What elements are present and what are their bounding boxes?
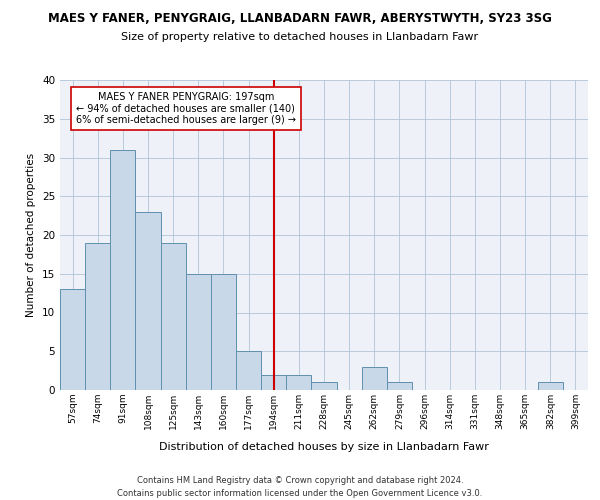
Bar [286,374,311,390]
Bar [211,274,236,390]
Text: Distribution of detached houses by size in Llanbadarn Fawr: Distribution of detached houses by size … [159,442,489,452]
Text: Size of property relative to detached houses in Llanbadarn Fawr: Size of property relative to detached ho… [121,32,479,42]
Bar [110,150,136,390]
Bar [186,274,211,390]
Bar [236,351,261,390]
Bar [161,243,186,390]
Bar [60,289,85,390]
Bar [261,374,286,390]
Y-axis label: Number of detached properties: Number of detached properties [26,153,37,317]
Bar [538,382,563,390]
Text: Contains HM Land Registry data © Crown copyright and database right 2024.
Contai: Contains HM Land Registry data © Crown c… [118,476,482,498]
Text: MAES Y FANER, PENYGRAIG, LLANBADARN FAWR, ABERYSTWYTH, SY23 3SG: MAES Y FANER, PENYGRAIG, LLANBADARN FAWR… [48,12,552,26]
Bar [387,382,412,390]
Bar [85,243,110,390]
Bar [136,212,161,390]
Text: MAES Y FANER PENYGRAIG: 197sqm
← 94% of detached houses are smaller (140)
6% of : MAES Y FANER PENYGRAIG: 197sqm ← 94% of … [76,92,296,125]
Bar [311,382,337,390]
Bar [362,367,387,390]
